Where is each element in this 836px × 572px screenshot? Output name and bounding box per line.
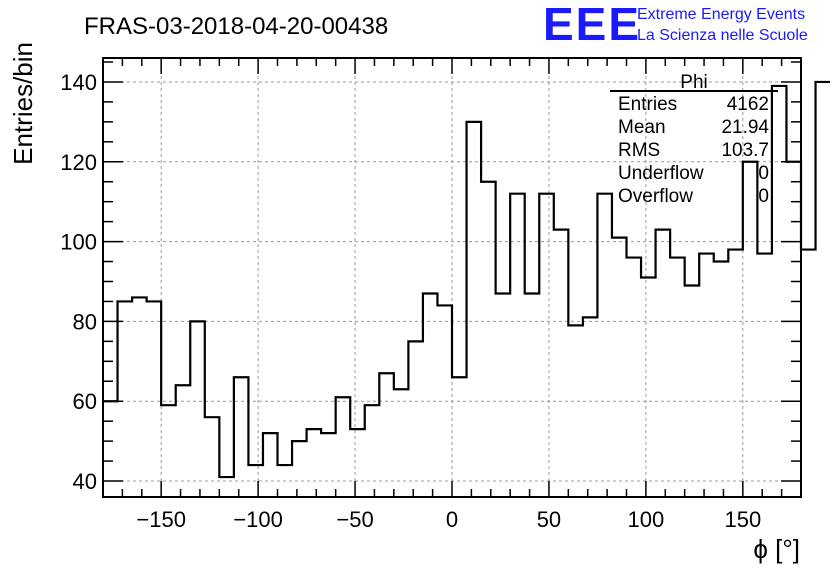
x-tick-label: −100: [233, 507, 283, 532]
x-tick-label: −50: [336, 507, 373, 532]
stats-value-rms: 103.7: [721, 140, 769, 161]
axis-ticks: [103, 58, 801, 497]
x-tick-label: −150: [136, 507, 186, 532]
y-axis-title: Entries/bin: [8, 42, 38, 165]
histogram-series: [103, 80, 831, 479]
x-tick-label: 150: [724, 507, 761, 532]
stats-label-rms: RMS: [618, 140, 660, 161]
stats-value-mean: 21.94: [721, 117, 769, 138]
logo-line-1: Extreme Energy Events: [637, 6, 805, 23]
stats-value-underflow: 0: [758, 163, 769, 184]
y-tick-label: 40: [73, 469, 97, 494]
y-tick-label: 120: [60, 150, 97, 175]
x-tick-label: 0: [446, 507, 458, 532]
stats-box: Phi Entries 4162 Mean 21.94 RMS 103.7 Un…: [610, 72, 778, 207]
plot-frame: [102, 57, 802, 498]
stats-label-entries: Entries: [618, 94, 677, 115]
x-tick-label: 100: [628, 507, 665, 532]
stats-label-overflow: Overflow: [618, 186, 693, 207]
tick-labels: −150 −100 −50 0 50 100 150 40 60 80 100 120 140: [60, 70, 761, 532]
chart-title: FRAS-03-2018-04-20-00438: [84, 13, 388, 40]
stats-value-entries: 4162: [727, 94, 769, 115]
logo-mark: EEE: [543, 0, 641, 50]
stats-label-mean: Mean: [618, 117, 666, 138]
y-tick-label: 60: [73, 389, 97, 414]
stats-title: Phi: [680, 72, 707, 93]
x-axis-title: ϕ [°]: [753, 534, 800, 564]
x-tick-label: 50: [537, 507, 561, 532]
grid-lines: [103, 58, 801, 497]
logo-line-2: La Scienza nelle Scuole: [637, 27, 808, 44]
y-tick-label: 140: [60, 70, 97, 95]
y-tick-label: 80: [73, 309, 97, 334]
stats-label-underflow: Underflow: [618, 163, 704, 184]
y-tick-label: 100: [60, 230, 97, 255]
stats-value-overflow: 0: [758, 186, 769, 207]
eee-logo: EEE Extreme Energy Events La Scienza nel…: [543, 0, 808, 50]
